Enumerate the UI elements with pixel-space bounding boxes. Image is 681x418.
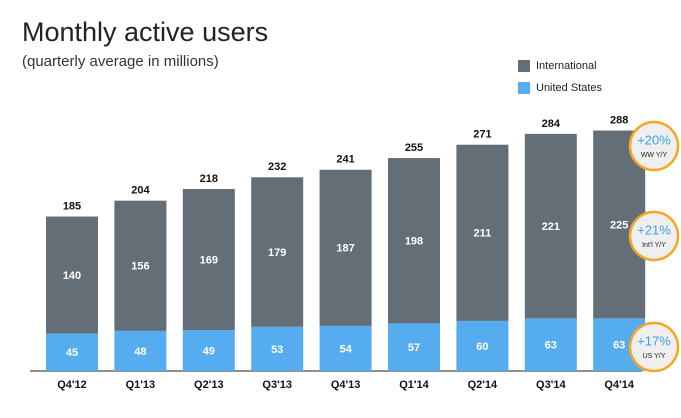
x-tick-label: Q4'14 — [604, 379, 634, 391]
bar-segment — [388, 323, 440, 371]
value-label: 198 — [405, 236, 423, 248]
x-tick-label: Q1'14 — [399, 379, 429, 391]
value-label: 63 — [613, 340, 625, 352]
legend-label: International — [536, 60, 597, 72]
bar-segment — [319, 169, 372, 326]
bar-segment — [388, 158, 440, 324]
bar-segment — [182, 188, 235, 331]
annotation-label: US Y/Y — [643, 353, 666, 360]
total-label: 241 — [336, 154, 354, 166]
annotation-value: +17% — [637, 333, 671, 348]
annotation-value: +21% — [637, 222, 671, 237]
bar-segment — [524, 318, 577, 371]
x-tick-label: Q3'14 — [536, 379, 566, 391]
annotation-circle — [628, 120, 680, 172]
bar-segment — [251, 326, 304, 371]
total-label: 218 — [200, 173, 218, 185]
bar-segment — [524, 133, 577, 319]
total-label: 232 — [268, 161, 286, 173]
bar-segment — [114, 330, 167, 371]
value-label: 169 — [200, 254, 218, 266]
value-label: 156 — [131, 261, 149, 273]
value-label: 225 — [610, 219, 628, 231]
value-label: 54 — [339, 343, 352, 355]
value-label: 45 — [66, 347, 78, 359]
bar-segment — [251, 177, 304, 327]
bar-segment — [456, 144, 509, 321]
annotation-circle — [628, 321, 680, 373]
annotation-label: Int'l Y/Y — [642, 242, 666, 249]
annotation-label: WW Y/Y — [641, 152, 668, 159]
x-tick-label: Q2'13 — [194, 379, 224, 391]
legend-swatch — [518, 82, 530, 94]
total-label: 288 — [610, 114, 628, 126]
value-label: 63 — [545, 340, 557, 352]
legend-swatch — [518, 60, 530, 72]
bar-segment — [46, 333, 98, 371]
total-label: 255 — [405, 142, 423, 154]
legend-label: United States — [536, 82, 603, 94]
x-tick-label: Q4'13 — [331, 379, 361, 391]
bar-segment — [114, 200, 167, 331]
value-label: 49 — [203, 345, 215, 357]
x-tick-label: Q2'14 — [468, 379, 498, 391]
bar-segment — [182, 330, 235, 371]
x-tick-label: Q3'13 — [262, 379, 292, 391]
value-label: 53 — [271, 344, 283, 356]
value-label: 48 — [134, 346, 146, 358]
bar-segment — [456, 320, 509, 371]
x-tick-label: Q1'13 — [126, 379, 156, 391]
value-label: 60 — [476, 341, 488, 353]
value-label: 57 — [408, 342, 420, 354]
value-label: 221 — [542, 221, 560, 233]
annotation-circle — [628, 210, 680, 262]
chart-title: Monthly active users — [22, 17, 268, 47]
x-tick-label: Q4'12 — [57, 379, 87, 391]
value-label: 187 — [336, 243, 354, 255]
value-label: 179 — [268, 247, 286, 259]
total-label: 271 — [473, 129, 491, 141]
total-label: 204 — [131, 185, 150, 197]
bar-segment — [319, 325, 372, 371]
bar-segment — [46, 216, 98, 334]
chart-subtitle: (quarterly average in millions) — [22, 53, 219, 70]
value-label: 211 — [474, 228, 492, 240]
total-label: 284 — [542, 118, 561, 130]
value-label: 140 — [63, 270, 81, 282]
annotation-value: +20% — [637, 132, 671, 147]
total-label: 185 — [63, 200, 81, 212]
